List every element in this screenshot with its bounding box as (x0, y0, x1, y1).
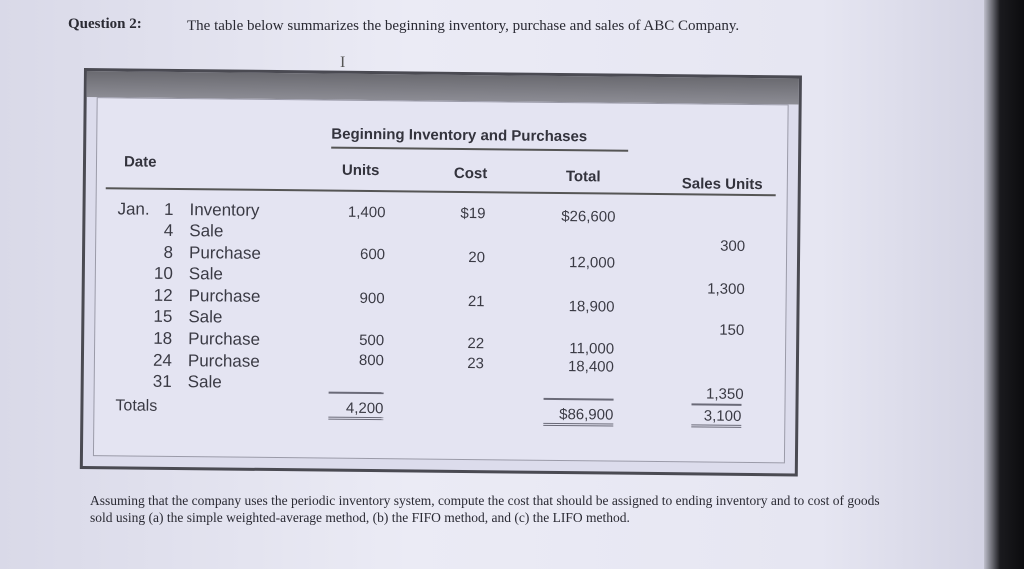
row-day: 15 (153, 306, 173, 326)
row-day: 4 (163, 220, 174, 240)
row-desc: Sale (188, 264, 223, 284)
row-month: Jan. (117, 199, 150, 219)
row-day: 24 (152, 350, 173, 370)
row-day: 1 (163, 199, 174, 219)
row-day: 8 (163, 242, 174, 262)
totals-sales: 3,100 (691, 403, 742, 428)
header-total: Total (565, 168, 601, 186)
row-desc: Purchase (188, 286, 261, 306)
row-cost: 22 (467, 335, 485, 353)
header-cost: Cost (453, 164, 488, 183)
row-desc: Purchase (188, 329, 261, 349)
row-units: 800 (358, 351, 385, 370)
question-text: The table below summarizes the beginning… (187, 18, 740, 34)
header-sales-units: Sales Units (681, 175, 763, 194)
row-cost: 20 (468, 249, 486, 267)
row-units: 900 (359, 289, 385, 308)
row-cost: 23 (467, 355, 485, 373)
row-desc: Sale (187, 372, 222, 392)
row-desc: Purchase (187, 351, 260, 371)
row-day: 18 (153, 328, 173, 348)
totals-label: Totals (115, 397, 158, 415)
row-day: 10 (153, 263, 173, 283)
header-units: Units (341, 161, 380, 180)
instructions-text: Assuming that the company uses the perio… (90, 493, 880, 525)
row-desc: Sale (188, 307, 223, 327)
text-cursor-icon: I (340, 54, 346, 71)
row-cost: $19 (460, 204, 486, 223)
monitor-edge (984, 0, 1024, 569)
row-units: 1,400 (347, 203, 386, 222)
row-desc: Purchase (188, 243, 261, 263)
inventory-table: Beginning Inventory and Purchases Date U… (79, 68, 802, 477)
row-sales: 300 (720, 237, 746, 255)
question-label: Question 2: (68, 16, 142, 32)
row-day: 31 (152, 371, 172, 391)
row-units: 600 (359, 245, 386, 264)
group-header: Beginning Inventory and Purchases (331, 125, 629, 152)
header-date: Date (123, 153, 157, 171)
totals-total: $86,900 (543, 397, 614, 427)
totals-units: 4,200 (328, 391, 384, 421)
row-total: $26,600 (561, 208, 616, 226)
row-desc: Sale (189, 221, 224, 241)
row-sales: 1,300 (707, 280, 745, 298)
row-units: 500 (359, 331, 385, 350)
row-cost: 21 (467, 293, 485, 311)
row-total: 11,000 (569, 340, 615, 358)
row-sales: 150 (719, 321, 745, 339)
row-day: 12 (153, 285, 173, 305)
row-desc: Inventory (189, 200, 260, 220)
row-total: 18,900 (568, 298, 615, 316)
row-total: 12,000 (569, 254, 616, 272)
row-total: 18,400 (567, 358, 614, 376)
row-sales: 1,350 (705, 385, 744, 403)
